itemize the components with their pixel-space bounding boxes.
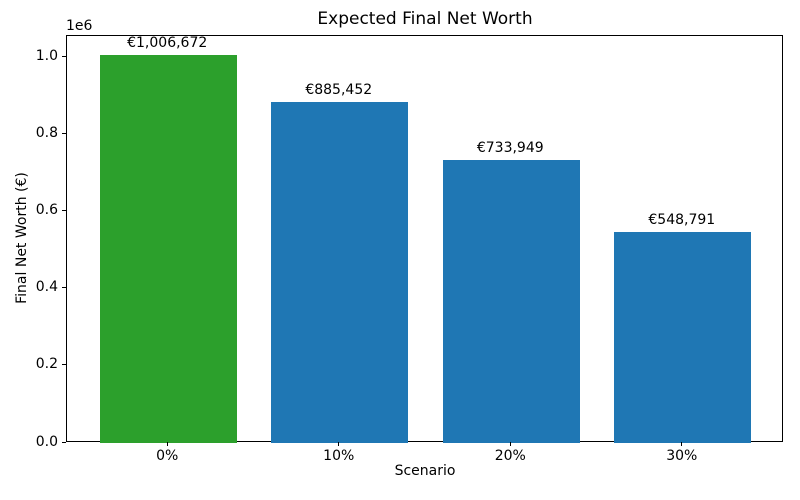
- y-tick-label: 1.0: [35, 48, 58, 65]
- x-tick-label: 30%: [666, 448, 698, 464]
- plot-area: [66, 35, 783, 443]
- chart-title: Expected Final Net Worth: [317, 9, 533, 29]
- y-tick-label: 0.8: [35, 125, 58, 142]
- bar-20%: [442, 160, 580, 443]
- bar-0%: [99, 55, 237, 443]
- bar-30%: [614, 231, 752, 443]
- x-tick-label: 10%: [323, 448, 355, 464]
- bar-10%: [271, 102, 409, 443]
- y-axis-offset-text: 1e6: [66, 18, 93, 34]
- x-tick-label: 0%: [156, 448, 179, 464]
- y-tick-label: 0.6: [35, 202, 58, 219]
- x-tick-label: 20%: [494, 448, 526, 464]
- y-tick-label: 0.2: [35, 356, 58, 373]
- y-tick-label: 0.4: [35, 279, 58, 296]
- y-tick-label: 0.0: [35, 433, 58, 450]
- y-axis-label: Final Net Worth (€): [14, 172, 30, 304]
- x-axis-label: Scenario: [394, 463, 456, 479]
